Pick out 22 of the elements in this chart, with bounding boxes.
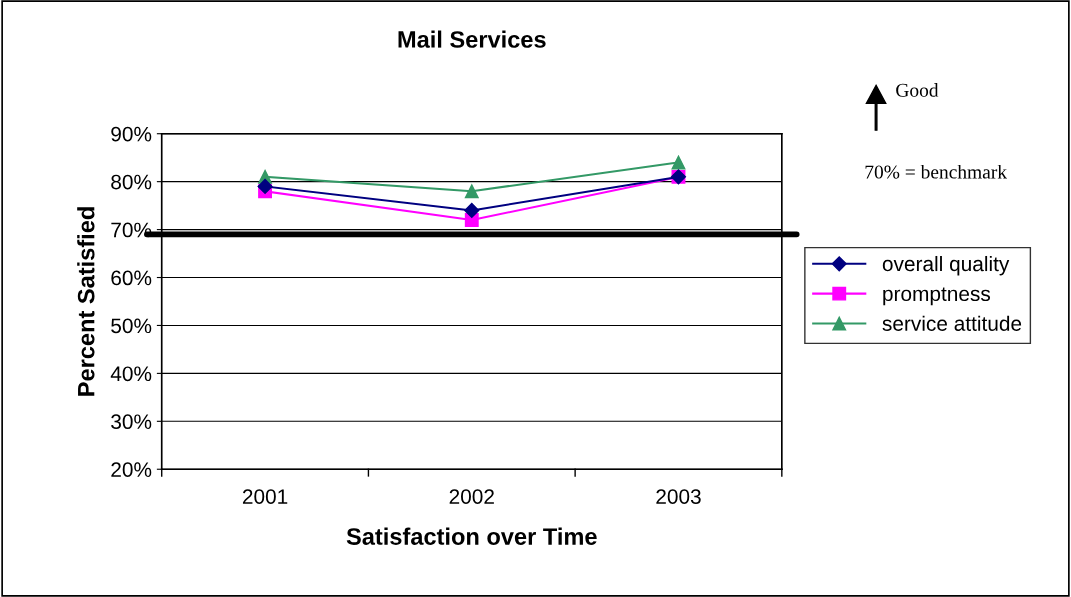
y-tick-label: 40%	[110, 366, 152, 382]
x-tick-label: 2001	[242, 489, 288, 504]
x-tick-label: 2003	[656, 489, 701, 504]
y-tick-label: 50%	[111, 318, 152, 334]
point	[464, 184, 479, 199]
legend-label: promptness	[883, 287, 991, 306]
chart-title: Mail Services	[398, 30, 546, 48]
point	[464, 202, 480, 218]
point	[257, 178, 273, 195]
text: 70% = benchmark	[865, 164, 1008, 179]
y-tick-label: 60%	[111, 270, 152, 286]
y-tick-label: 80%	[111, 174, 152, 190]
legend-label: service attitude	[882, 315, 1022, 331]
x-axis-title: Satisfaction over Time	[346, 527, 597, 545]
legend-label: overall quality	[882, 255, 1010, 276]
point	[671, 155, 686, 170]
y-tick-label: 30%	[111, 414, 152, 430]
y-tick-label: 90%	[111, 126, 152, 142]
y-tick-label: 20%	[111, 462, 152, 477]
x-tick-label: 2002	[449, 489, 494, 504]
text: Good	[896, 83, 939, 97]
y-axis-title: Percent Satisfied	[77, 207, 95, 396]
